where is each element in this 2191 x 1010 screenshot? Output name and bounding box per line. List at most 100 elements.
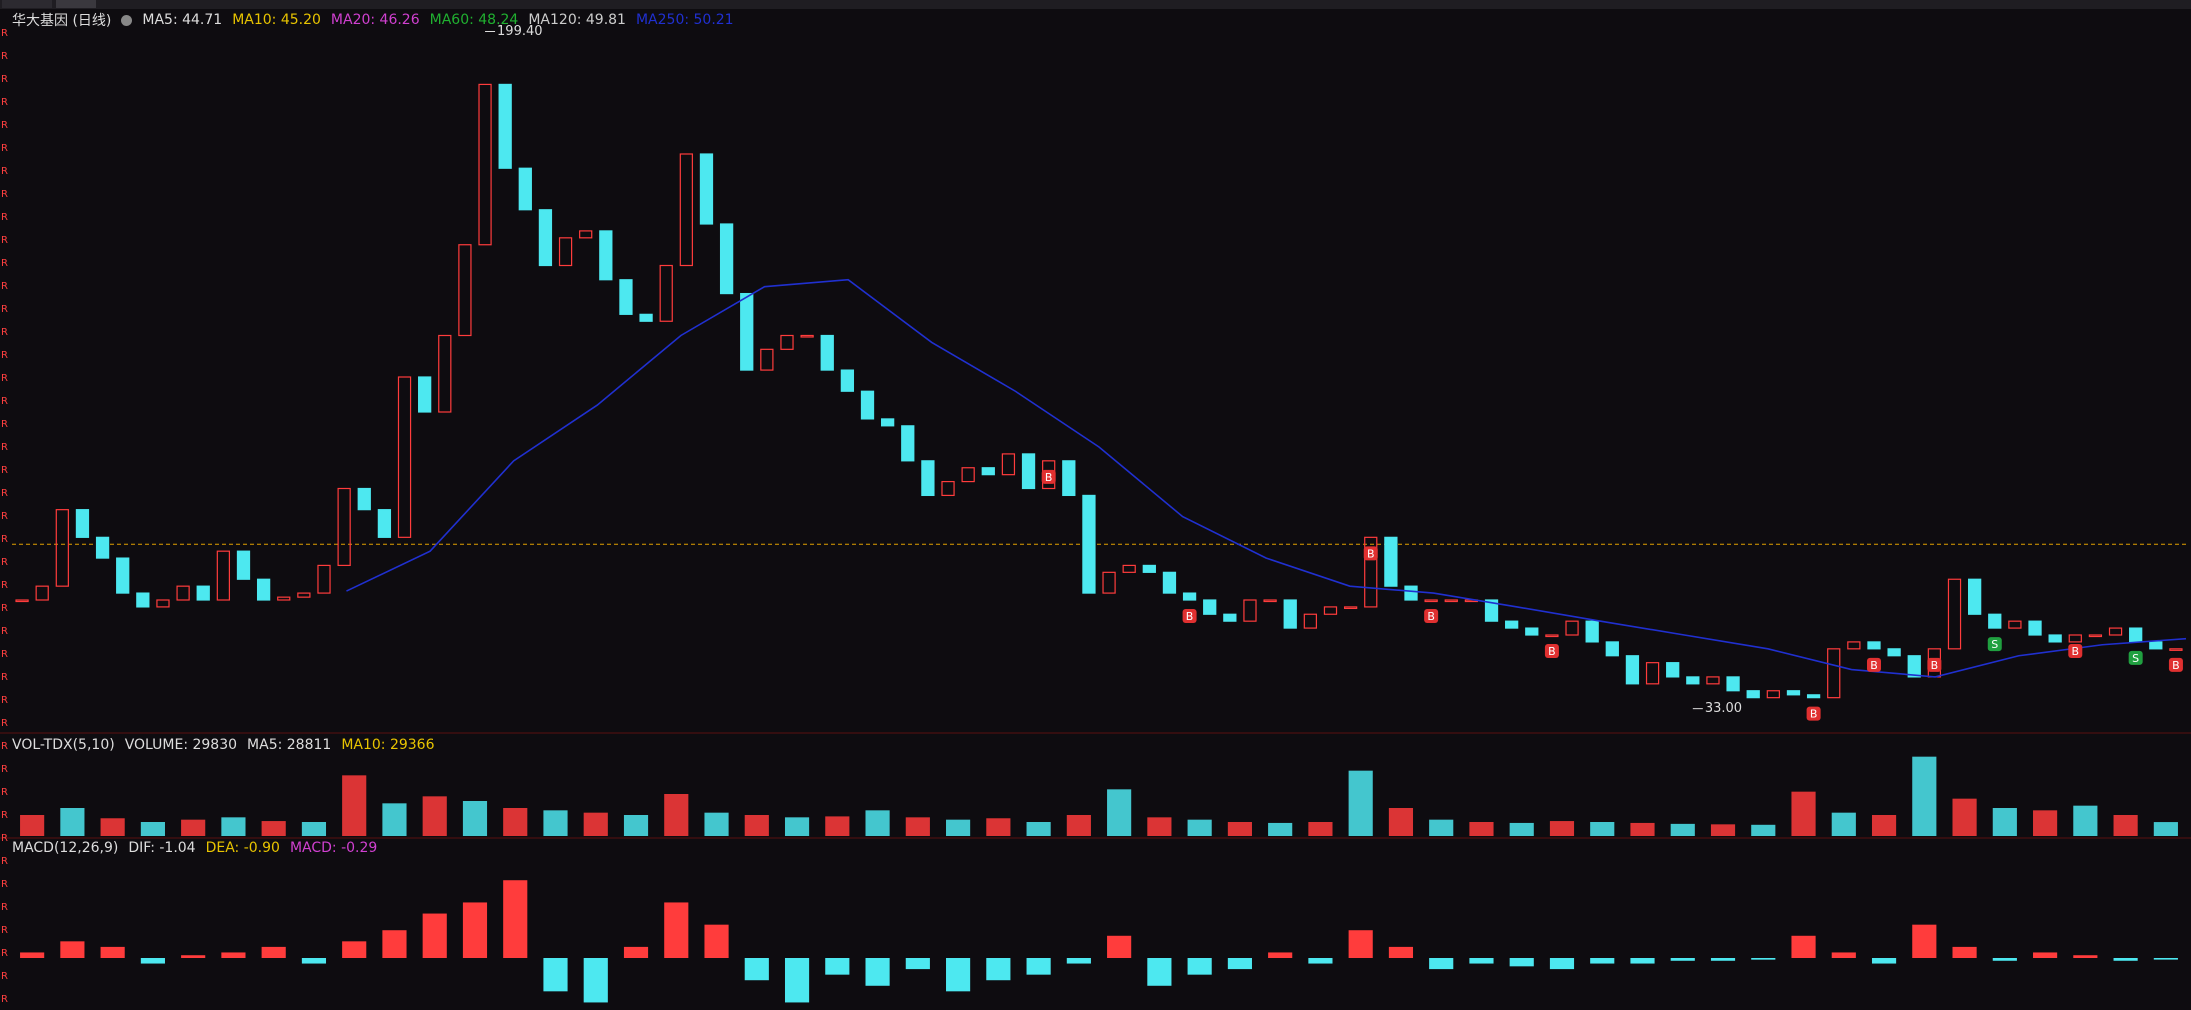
candle: [1142, 564, 1156, 573]
volume-bar: [100, 818, 125, 836]
macd-bar: [1469, 958, 1494, 964]
macd-bar: [704, 924, 729, 958]
left-marker: R: [1, 74, 8, 85]
candle: [156, 599, 170, 608]
settings-icon[interactable]: [121, 14, 133, 26]
left-marker: R: [1, 741, 8, 752]
candle: [639, 313, 653, 322]
macd-bar: [1026, 958, 1051, 975]
candle: [2088, 634, 2103, 638]
candle: [1907, 655, 1921, 678]
candle: [1283, 599, 1297, 629]
volume-bar: [784, 817, 810, 836]
signal-badge: [2128, 650, 2143, 665]
signal-badge: [2068, 643, 2083, 658]
macd-bar: [1590, 958, 1615, 964]
macd-bar: [1308, 958, 1333, 964]
candle: [780, 334, 794, 350]
macd-bar: [946, 958, 971, 992]
candle: [1343, 606, 1358, 610]
volume-bar: [664, 794, 689, 836]
signal-label: B: [1870, 659, 1878, 672]
volume-bar: [1348, 770, 1373, 836]
volume-bar: [1388, 808, 1414, 836]
candle: [136, 592, 150, 608]
candle: [719, 223, 734, 295]
volume-bar: [1871, 815, 1897, 836]
candle: [1867, 641, 1881, 650]
candle: [478, 83, 492, 246]
macd-bar: [1549, 958, 1575, 970]
candle: [2028, 620, 2042, 636]
left-marker: R: [1, 166, 8, 177]
candle: [1988, 613, 2002, 629]
left-marker: R: [1, 373, 8, 384]
candle: [921, 460, 935, 497]
candle: [1847, 641, 1861, 650]
macd-bar: [1348, 930, 1373, 958]
candle: [1162, 571, 1177, 594]
macd-bar: [2073, 955, 2098, 958]
signal-badge: [1041, 469, 1056, 484]
candle: [1786, 690, 1801, 696]
volume-bar: [60, 808, 85, 836]
chart-title: 华大基因 (日线): [12, 13, 112, 29]
left-marker: R: [1, 649, 8, 660]
signal-badge: [1424, 609, 1439, 624]
macd-bar: [503, 880, 528, 958]
signal-label: B: [2072, 645, 2080, 658]
signal-label: B: [1367, 547, 1375, 560]
candle: [297, 592, 311, 598]
tab[interactable]: [56, 0, 96, 8]
volume-bar: [2113, 815, 2138, 836]
macd-bar: [1066, 958, 1091, 964]
signal-badge: [1363, 546, 1378, 561]
volume-bar: [503, 808, 528, 836]
macd-bar: [1831, 952, 1856, 958]
left-marker: R: [1, 143, 8, 154]
high-label: 199.40: [497, 24, 542, 39]
candle: [538, 209, 553, 267]
macd-bar: [100, 946, 125, 958]
left-marker: R: [1, 603, 8, 614]
candle: [518, 167, 532, 211]
legend: VOL-TDX(5,10) VOLUME: 29830 MA5: 28811 MA10…: [12, 737, 435, 753]
candle: [1062, 460, 1076, 497]
volume-bar: [1670, 823, 1695, 836]
signal-label: B: [2172, 659, 2180, 672]
volume-bar: [2073, 805, 2098, 836]
macd-bar: [1751, 958, 1776, 960]
candle: [1303, 613, 1318, 629]
candle: [1203, 599, 1217, 615]
volume-bar: [1107, 789, 1132, 836]
tab[interactable]: [2, 0, 52, 8]
volume-bar: [1308, 822, 1333, 836]
macd-bar: [181, 955, 206, 958]
volume-bar: [865, 810, 890, 836]
macd-bar: [784, 958, 810, 1003]
macd-bar: [825, 958, 850, 975]
candle: [236, 550, 251, 580]
candle: [800, 334, 814, 338]
legend: MACD(12,26,9) DIF: -1.04 DEA: -0.90 MACD: -…: [12, 840, 377, 856]
volume-bar: [704, 812, 729, 836]
left-marker: R: [1, 787, 8, 798]
candle: [1565, 620, 1579, 636]
volume-bar: [744, 815, 769, 836]
candle: [1424, 599, 1438, 603]
low-label: 33.00: [1705, 701, 1742, 716]
left-marker: R: [1, 718, 8, 729]
volume-bar: [1912, 756, 1937, 836]
volume-bar: [1469, 822, 1494, 836]
legend-item: MA250: 50.21: [635, 12, 734, 28]
macd-bar: [986, 958, 1011, 981]
signal-label: B: [1548, 645, 1556, 658]
signal-label: S: [1991, 638, 1998, 651]
left-marker: R: [1, 189, 8, 200]
candle: [1625, 655, 1640, 685]
volume-bar: [825, 816, 850, 836]
legend-item: DIF: -1.04: [128, 840, 196, 856]
candle: [1706, 676, 1720, 685]
macd-bar: [1429, 958, 1454, 970]
macd-bar: [1952, 946, 1977, 958]
